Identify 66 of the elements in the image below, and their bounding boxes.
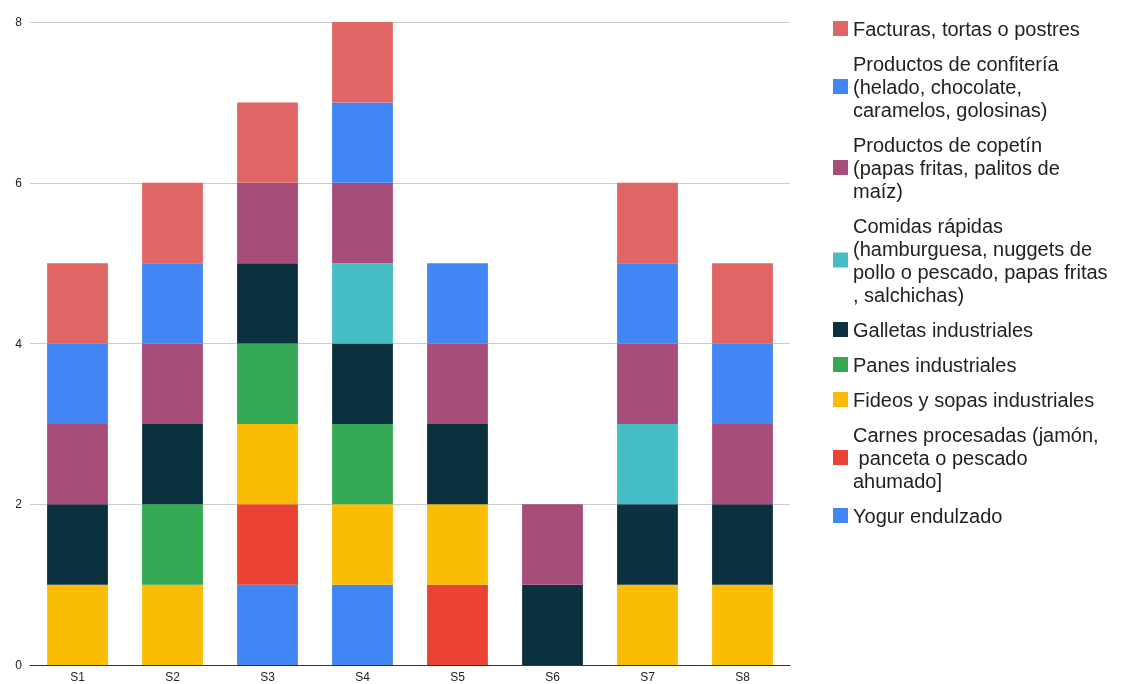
bar <box>237 423 298 505</box>
bar <box>237 263 298 344</box>
x-tick-label: S4 <box>355 670 371 684</box>
bar <box>332 504 393 585</box>
bar <box>237 102 298 183</box>
bar <box>427 343 488 424</box>
bar <box>237 584 298 665</box>
x-tick-label: S6 <box>545 670 561 684</box>
bar <box>617 182 678 264</box>
bar <box>617 584 678 665</box>
legend-label: Fideos y sopas industriales <box>853 388 1095 411</box>
bar <box>617 343 678 424</box>
bar <box>142 343 203 424</box>
x-tick-label: S7 <box>640 670 656 684</box>
bar <box>237 343 298 424</box>
bar <box>332 584 393 665</box>
y-tick-label: 6 <box>15 175 23 190</box>
legend-label: Panes industriales <box>853 353 1017 376</box>
bar <box>712 263 773 344</box>
legend-label: Carnes procesadas (jamón, panceta o pescado ahumado] <box>853 423 1099 492</box>
bar <box>142 263 203 344</box>
bar <box>617 423 678 505</box>
y-tick-label: 0 <box>15 658 23 672</box>
y-tick-label: 4 <box>15 336 23 351</box>
x-tick-label: S2 <box>165 670 181 684</box>
bar <box>47 423 108 505</box>
legend-label: Galletas industriales <box>853 318 1034 341</box>
y-tick-label: 2 <box>15 497 23 512</box>
bar <box>427 584 488 665</box>
legend-label: Productos de confitería (helado, chocolate, caramelos, golosinas) <box>853 52 1065 121</box>
bar <box>522 504 583 585</box>
legend-label: Comidas rápidas (hamburguesa, nuggets de pollo o pescado, papas fritas, salchichas) <box>853 214 1108 306</box>
bar <box>332 102 393 183</box>
bar <box>47 263 108 344</box>
bar <box>332 263 393 344</box>
bar <box>47 504 108 585</box>
bar <box>332 423 393 505</box>
bar <box>47 584 108 665</box>
bar <box>47 343 108 424</box>
bar <box>427 423 488 505</box>
bar <box>332 22 393 103</box>
bar <box>712 423 773 505</box>
legend-label: Facturas, tortas o postres <box>853 17 1080 40</box>
bar <box>427 504 488 585</box>
bar <box>332 182 393 264</box>
bar <box>237 504 298 585</box>
bar <box>237 182 298 264</box>
y-tick-label: 8 <box>15 15 23 29</box>
x-tick-label: S1 <box>70 670 86 684</box>
x-tick-label: S8 <box>735 670 751 684</box>
legend-label: Productos de copetín (papas fritas, palitos de maíz) <box>853 133 1066 202</box>
bar <box>617 504 678 585</box>
bar <box>712 584 773 665</box>
bar <box>332 343 393 424</box>
legend-label: Yogur endulzado <box>853 504 1003 527</box>
bar <box>142 504 203 585</box>
x-tick-label: S3 <box>260 670 276 684</box>
bar <box>617 263 678 344</box>
bar <box>712 504 773 585</box>
bar <box>427 263 488 344</box>
bar <box>142 182 203 264</box>
bar <box>142 423 203 505</box>
x-tick-label: S5 <box>450 670 466 684</box>
bar <box>522 584 583 665</box>
bar <box>142 584 203 665</box>
bar <box>712 343 773 424</box>
